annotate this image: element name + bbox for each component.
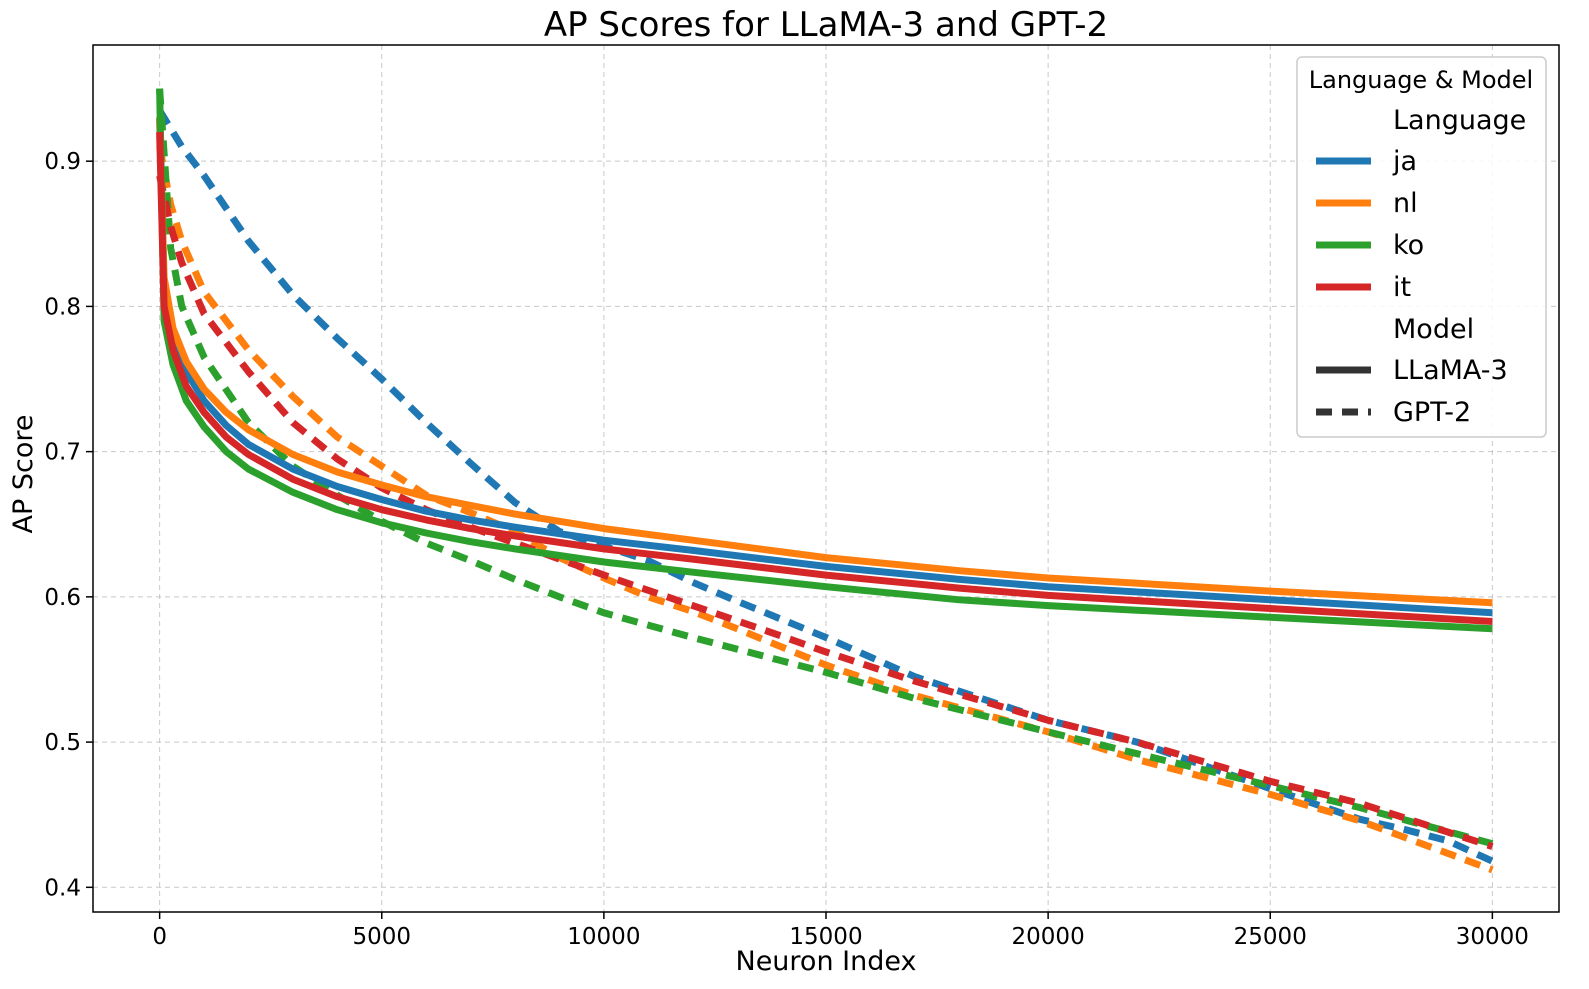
plot-series (156, 88, 1494, 874)
y-tick-label: 0.9 (44, 149, 81, 175)
legend-header-model: Model (1393, 314, 1474, 345)
legend-label-llama3: LLaMA-3 (1393, 355, 1508, 386)
x-axis-ticks: 0 5000 10000 15000 20000 25000 30000 (152, 912, 1529, 950)
x-tick-label: 20000 (1012, 924, 1085, 950)
x-tick-label: 5000 (352, 924, 411, 950)
series-line-it-gpt2 (156, 174, 1494, 850)
legend-header-language: Language (1393, 105, 1526, 136)
legend-box (1296, 56, 1547, 438)
series-line-it-llama3 (156, 132, 1493, 625)
series-line-ja-llama3 (156, 117, 1493, 617)
x-tick-label: 30000 (1456, 924, 1529, 950)
legend-label-ja: ja (1392, 146, 1417, 177)
legend-title: Language & Model (1309, 66, 1533, 94)
grid (93, 45, 1559, 912)
x-axis-title: Neuron Index (736, 946, 917, 977)
chart-title: AP Scores for LLaMA-3 and GPT-2 (544, 5, 1108, 45)
series-line-ko-gpt2 (156, 88, 1494, 848)
y-tick-label: 0.8 (44, 294, 81, 320)
legend-label-nl: nl (1393, 188, 1418, 219)
x-tick-label: 10000 (567, 924, 640, 950)
x-tick-label: 0 (152, 924, 167, 950)
y-tick-label: 0.4 (44, 875, 81, 901)
legend-label-it: it (1393, 272, 1411, 303)
y-axis-title: AP Score (8, 415, 39, 534)
legend: Language & Model Language ja nl ko it Mo… (1296, 56, 1547, 438)
series-line-ko-llama3 (156, 88, 1493, 633)
y-axis-ticks: 0.4 0.5 0.6 0.7 0.8 0.9 (44, 149, 93, 901)
x-tick-label: 25000 (1234, 924, 1307, 950)
legend-label-ko: ko (1393, 230, 1424, 261)
legend-label-gpt2: GPT-2 (1393, 397, 1471, 428)
y-tick-label: 0.7 (44, 440, 81, 466)
x-tick-label: 15000 (789, 924, 862, 950)
series-line-nl-llama3 (156, 117, 1493, 607)
y-tick-label: 0.6 (44, 585, 81, 611)
y-tick-label: 0.5 (44, 730, 81, 756)
